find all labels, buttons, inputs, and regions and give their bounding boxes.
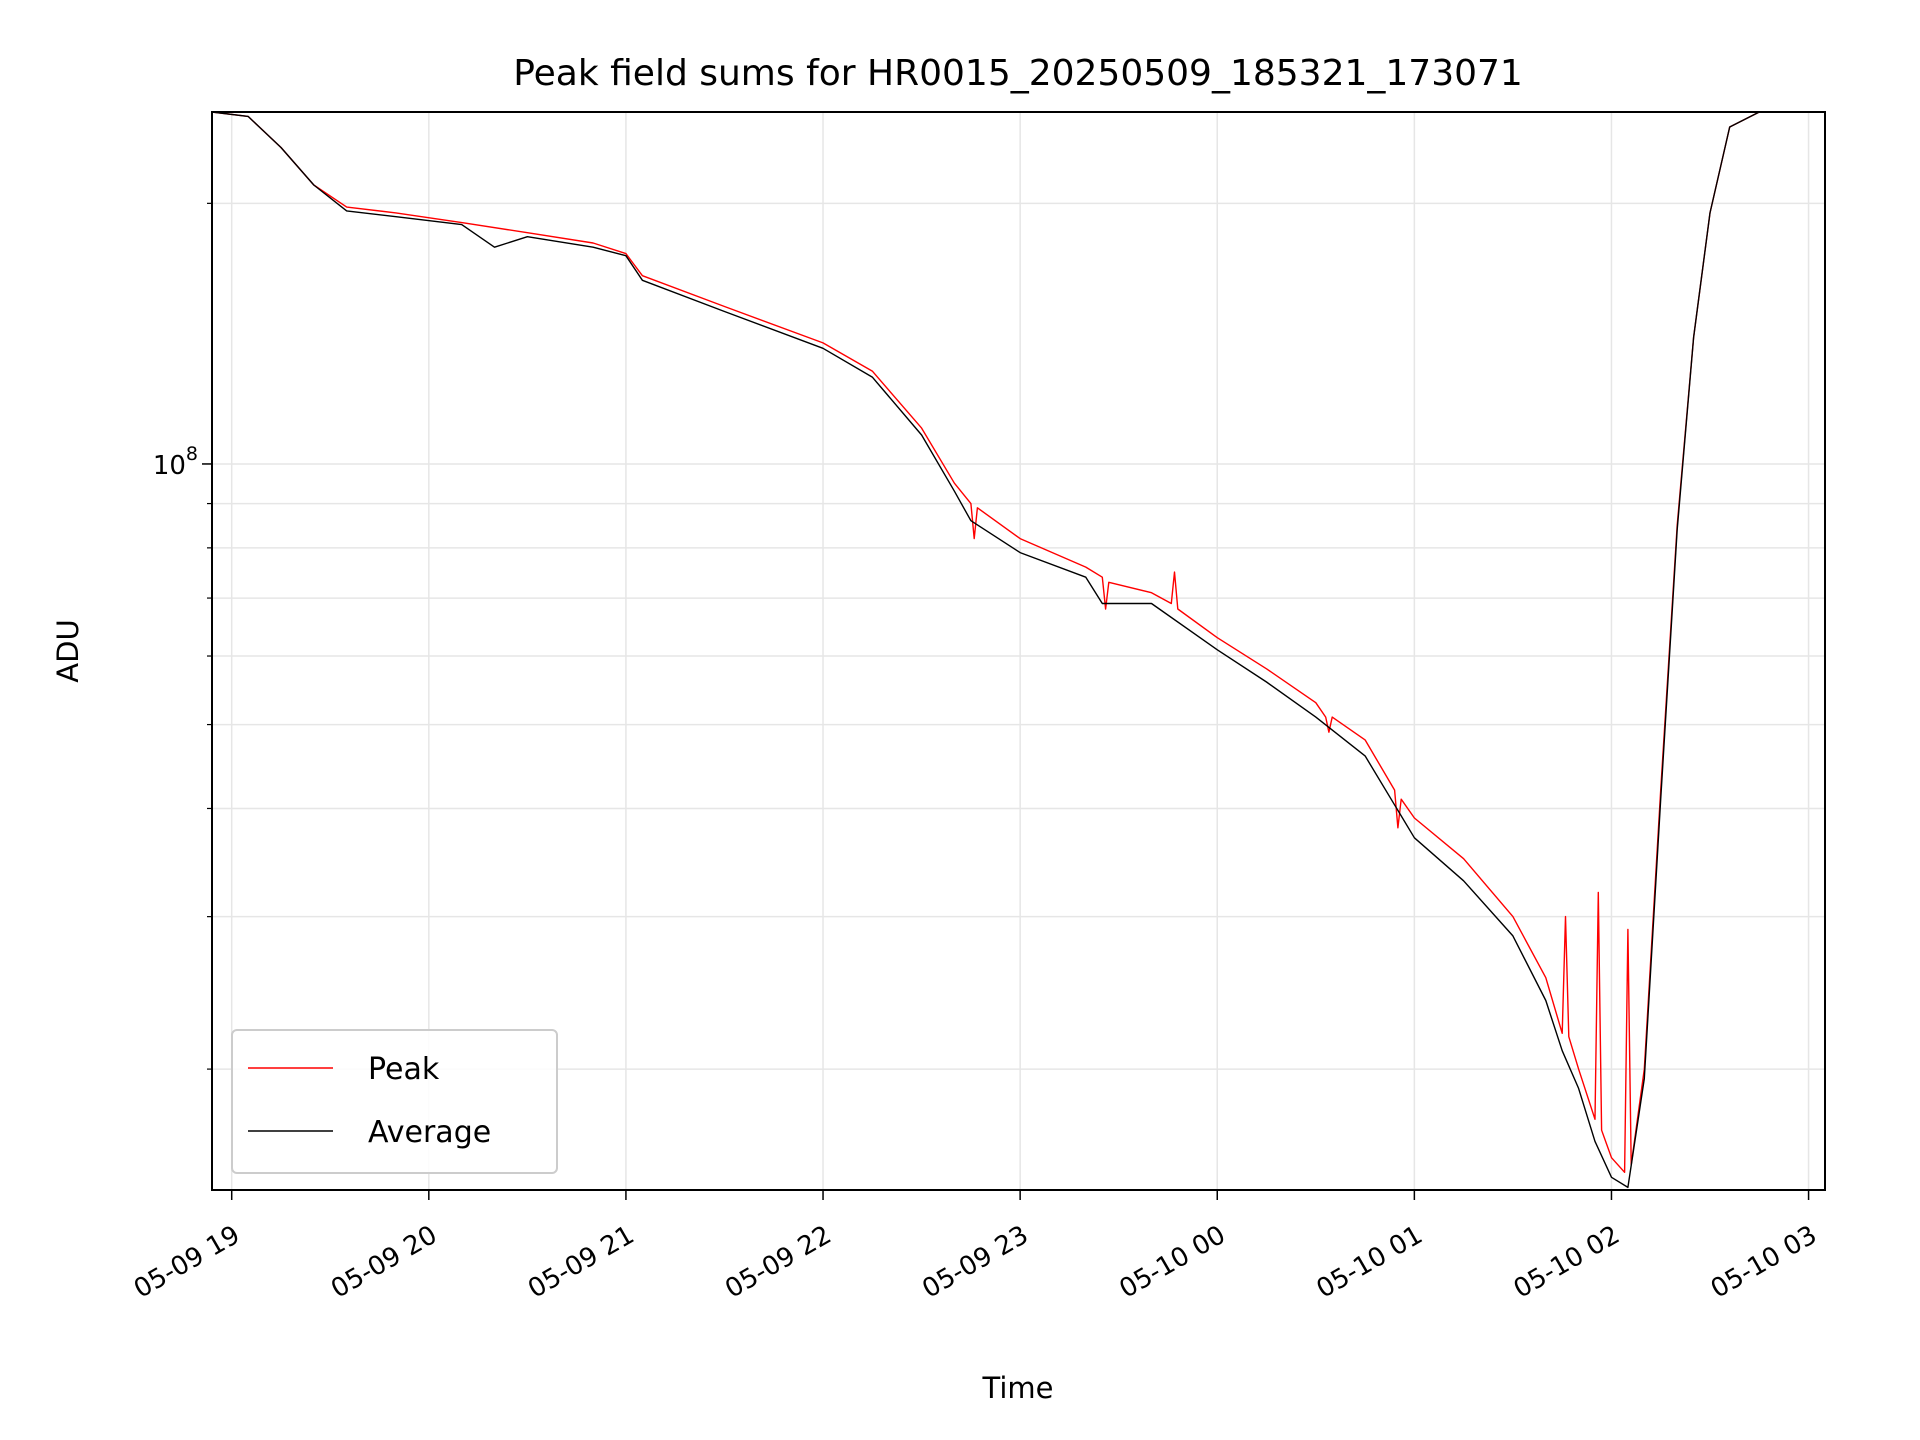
plot-frame: [211, 111, 1826, 1191]
y-tick-label: 108: [153, 443, 198, 481]
grid: [212, 112, 1825, 1190]
legend-label-peak: Peak: [368, 1052, 440, 1087]
chart-title: Peak field sums for HR0015_20250509_1853…: [513, 53, 1523, 94]
x-axis-title: Time: [982, 1371, 1054, 1405]
legend: Peak Average: [231, 1029, 558, 1174]
legend-label-average: Average: [368, 1115, 491, 1150]
legend-box: [231, 1029, 558, 1174]
y-axis-title: ADU: [51, 619, 85, 682]
series-line-average: [211, 111, 1825, 1189]
series-layer: [211, 111, 1825, 1189]
series-line-peak: [211, 111, 1825, 1174]
